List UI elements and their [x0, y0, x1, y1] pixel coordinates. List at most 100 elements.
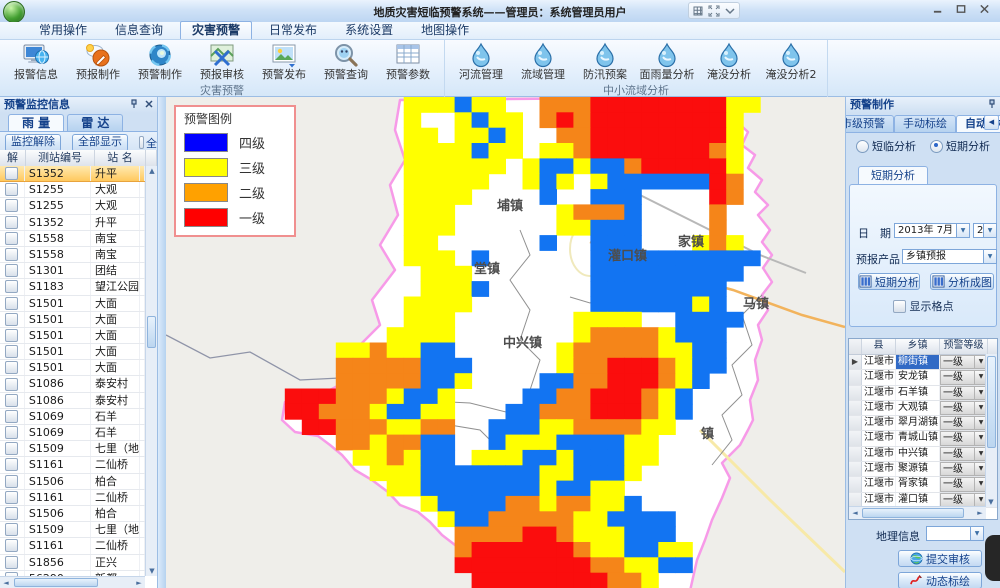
tab-scroll-left-button[interactable]: ◀	[984, 115, 999, 130]
panel-splitter[interactable]	[158, 97, 166, 588]
column-header-code[interactable]: 测站编号	[26, 150, 95, 166]
station-row[interactable]: S1301 团结	[0, 263, 145, 280]
ribbon-button-0-5[interactable]: 预警查询	[315, 42, 377, 85]
station-row[interactable]: S1352 升平	[0, 166, 145, 183]
row-release-checkbox[interactable]	[5, 523, 19, 537]
row-release-checkbox[interactable]	[5, 426, 19, 440]
submit-review-button[interactable]: 提交审核	[898, 550, 982, 567]
row-release-checkbox[interactable]	[5, 409, 19, 423]
close-icon[interactable]	[144, 99, 154, 109]
township-table-hscrollbar[interactable]: ◄ ►	[849, 506, 986, 519]
station-row[interactable]: S1558 南宝	[0, 230, 145, 247]
township-row[interactable]: 江堰市 大观镇 一级 ▼	[849, 400, 997, 417]
level-dropdown[interactable]: 一级 ▼	[940, 492, 988, 507]
column-header-name[interactable]: 站 名	[95, 150, 146, 166]
row-release-checkbox[interactable]	[5, 377, 19, 391]
row-selector[interactable]	[849, 477, 862, 492]
station-row[interactable]: S1161 二仙桥	[0, 489, 145, 506]
ribbon-button-0-1[interactable]: 预报制作	[67, 42, 129, 85]
station-row[interactable]: S1501 大面	[0, 360, 145, 377]
row-release-checkbox[interactable]	[5, 539, 19, 553]
station-table-hscrollbar[interactable]: ◄ ►	[0, 576, 145, 588]
row-release-checkbox[interactable]	[5, 167, 19, 181]
short-term-analyze-button[interactable]: 短期分析	[858, 273, 920, 290]
row-release-checkbox[interactable]	[5, 555, 19, 569]
row-release-checkbox[interactable]	[5, 393, 19, 407]
menu-item-4[interactable]: 系统设置	[345, 23, 394, 37]
ribbon-button-1-3[interactable]: 面雨量分析	[636, 42, 698, 85]
station-row[interactable]: S1501 大面	[0, 327, 145, 345]
station-row[interactable]: S1183 望江公园	[0, 279, 145, 296]
station-row[interactable]: S1161 二仙桥	[0, 457, 145, 474]
analysis-radio-0[interactable]: 短临分析	[856, 138, 916, 154]
level-dropdown[interactable]: 一级 ▼	[940, 477, 988, 492]
station-row[interactable]: S1856 正兴	[0, 554, 145, 571]
warning-tab-0[interactable]: 市级预警	[846, 115, 894, 132]
release-monitor-button[interactable]: 监控解除	[5, 133, 61, 152]
row-release-checkbox[interactable]	[5, 458, 19, 472]
station-row[interactable]: S1506 柏合	[0, 505, 145, 523]
row-release-checkbox[interactable]	[5, 248, 19, 262]
row-release-checkbox[interactable]	[5, 345, 19, 359]
row-release-checkbox[interactable]	[5, 264, 19, 278]
row-release-checkbox[interactable]	[5, 296, 19, 310]
row-release-checkbox[interactable]	[5, 507, 19, 521]
show-gridpoints-checkbox[interactable]	[892, 299, 906, 313]
grid-icon[interactable]	[692, 5, 704, 17]
level-dropdown[interactable]: 一级 ▼	[940, 446, 988, 462]
row-release-checkbox[interactable]	[5, 215, 19, 229]
show-all-button[interactable]: 全部显示	[72, 133, 128, 152]
row-selector[interactable]	[849, 385, 862, 400]
station-row[interactable]: S1069 石羊	[0, 425, 145, 442]
level-dropdown[interactable]: 一级 ▼	[940, 416, 988, 431]
column-header-county[interactable]: 县	[862, 339, 896, 354]
row-selector[interactable]	[849, 446, 862, 462]
row-release-checkbox[interactable]	[5, 442, 19, 456]
level-dropdown[interactable]: 一级 ▼	[940, 462, 988, 477]
expand-icon[interactable]	[708, 5, 720, 17]
row-selector[interactable]	[849, 492, 862, 507]
station-table-vscrollbar[interactable]: ▲ ▼	[145, 166, 157, 576]
column-header-level[interactable]: 预警等级	[940, 339, 988, 354]
dynamic-draw-button[interactable]: 动态标绘	[898, 572, 982, 588]
station-row[interactable]: 56290新都	[0, 570, 145, 576]
product-combobox[interactable]: 乡镇预报 ▼	[902, 249, 997, 264]
row-release-checkbox[interactable]	[5, 474, 19, 488]
warning-tab-1[interactable]: 手动标绘	[894, 115, 956, 132]
row-release-checkbox[interactable]	[5, 328, 19, 342]
station-row[interactable]: S1161 二仙桥	[0, 538, 145, 555]
township-table-vscrollbar[interactable]: ▼	[985, 354, 997, 507]
menu-item-1[interactable]: 信息查询	[115, 23, 164, 37]
station-row[interactable]: S1501 大面	[0, 311, 145, 328]
township-row[interactable]: 江堰市 石羊镇 一级 ▼	[849, 385, 997, 401]
ribbon-button-0-0[interactable]: 报警信息	[5, 42, 67, 85]
row-release-checkbox[interactable]	[5, 280, 19, 294]
ribbon-button-1-4[interactable]: 淹没分析	[698, 42, 760, 85]
ribbon-button-1-2[interactable]: 防汛预案	[574, 42, 636, 85]
row-selector[interactable]	[849, 416, 862, 431]
station-row[interactable]: S1501 大面	[0, 344, 145, 361]
township-row[interactable]: 江堰市 胥家镇 一级 ▼	[849, 477, 997, 493]
row-release-checkbox[interactable]	[5, 231, 19, 245]
station-row[interactable]: S1558 南宝	[0, 246, 145, 264]
menu-item-0[interactable]: 常用操作	[39, 23, 88, 37]
station-row[interactable]: S1255 大观	[0, 182, 145, 199]
close-button[interactable]	[979, 4, 990, 14]
level-dropdown[interactable]: 一级 ▼	[940, 431, 988, 446]
station-row[interactable]: S1506 柏合	[0, 473, 145, 490]
level-dropdown[interactable]: 一级 ▼	[940, 370, 988, 385]
row-release-checkbox[interactable]	[5, 490, 19, 504]
station-row[interactable]: S1352 升平	[0, 214, 145, 231]
level-dropdown[interactable]: 一级 ▼	[940, 400, 988, 416]
level-dropdown[interactable]: 一级 ▼	[940, 385, 988, 400]
collapsed-panel-handle[interactable]	[985, 535, 1000, 581]
column-header-town[interactable]: 乡镇	[896, 339, 940, 354]
row-selector[interactable]	[849, 431, 862, 446]
column-header-release[interactable]: 解 除	[0, 150, 26, 179]
row-selector[interactable]	[849, 400, 862, 416]
row-selector[interactable]	[849, 370, 862, 385]
maximize-button[interactable]	[956, 4, 967, 14]
chevron-down-icon[interactable]	[724, 5, 736, 17]
